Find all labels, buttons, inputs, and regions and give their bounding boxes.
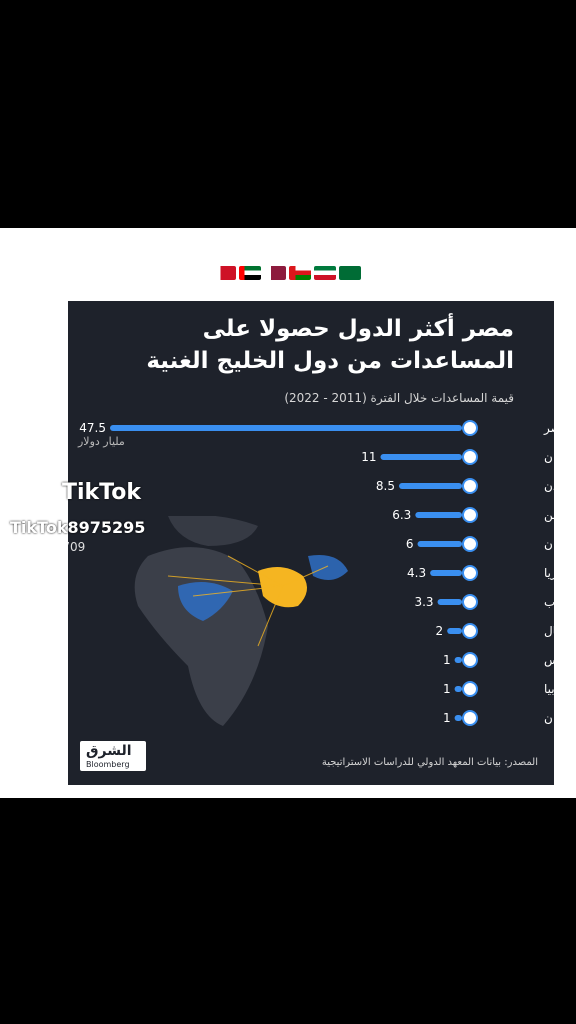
value-label-10: 1 [443, 711, 451, 725]
tiktok-note-icon: ♪ [20, 480, 38, 513]
value-label-1: 11 [361, 450, 376, 464]
bar-5 [430, 570, 462, 576]
country-flag-icon [462, 536, 478, 552]
value-label-3: 6.3 [392, 508, 411, 522]
value-label-5: 4.3 [407, 566, 426, 580]
country-flag-icon [462, 507, 478, 523]
category-label-6: المغرب [544, 595, 554, 610]
bar-7 [447, 628, 462, 634]
country-flag-icon [462, 652, 478, 668]
value-label-4: 6 [406, 537, 414, 551]
bahrain-flag-icon [214, 266, 236, 280]
category-label-1: باكستان [544, 450, 554, 464]
value-label-6: 3.3 [414, 595, 433, 609]
title-line-2: المساعدات من دول الخليج الغنية [146, 348, 514, 374]
country-flag-icon [462, 565, 478, 581]
category-label-5: سوريا [544, 566, 554, 581]
category-label-7: الصومال [544, 624, 554, 639]
europe-shape [168, 516, 258, 546]
category-label-8: تونس [544, 653, 554, 668]
country-flag-icon [462, 710, 478, 726]
country-flag-icon [462, 449, 478, 465]
logo-arabic-text: الشرق [86, 743, 132, 759]
value-label-7: 2 [436, 624, 444, 638]
oman-flag-icon [289, 266, 311, 280]
bar-4 [417, 541, 462, 547]
value-label-2: 8.5 [376, 479, 395, 493]
bar-10 [454, 715, 462, 721]
category-label-2: الأردن [544, 478, 554, 494]
tiktok-id: TikTok8975295 [10, 518, 146, 537]
saudi-flag-icon [339, 266, 361, 280]
chart-subtitle: قيمة المساعدات خلال الفترة (2011 - 2022) [284, 391, 514, 405]
country-flag-icon [462, 478, 478, 494]
bar-9 [454, 686, 462, 692]
category-label-4: السودان [544, 537, 554, 552]
bar-8 [454, 657, 462, 663]
category-label-10: عُمان [544, 711, 554, 725]
bar-0 [110, 425, 462, 431]
bar-chart: 47.5مصر11باكستان8.5الأردن6.3اليمن6السودا… [77, 420, 554, 726]
bar-1 [380, 454, 462, 460]
infographic-card: مصر أكثر الدول حصولا على المساعدات من دو… [68, 301, 554, 785]
category-label-9: إثيوبيا [544, 682, 554, 697]
tiktok-username: @ hse70709 [10, 540, 86, 554]
value-label-8: 1 [443, 653, 451, 667]
bar-6 [437, 599, 462, 605]
aid-flow-lines [167, 555, 329, 647]
country-flag-icon [462, 420, 478, 436]
bar-2 [399, 483, 462, 489]
aid-recipient-shape [178, 582, 233, 621]
qatar-flag-icon [264, 266, 286, 280]
country-flag-icon [462, 681, 478, 697]
uae-flag-icon [239, 266, 261, 280]
bar-3 [415, 512, 462, 518]
gcc-flags-row [214, 266, 361, 280]
logo-english-text: Bloomberg [86, 760, 130, 769]
title-line-1: مصر أكثر الدول حصولا على [202, 316, 514, 342]
asharq-bloomberg-logo: الشرق Bloomberg [80, 741, 146, 771]
aid-recipient-shape-2 [308, 555, 348, 580]
kuwait-flag-icon [314, 266, 336, 280]
category-label-3: اليمن [544, 508, 554, 523]
value-label-0: 47.5 [79, 421, 106, 435]
value-label-9: 1 [443, 682, 451, 696]
tiktok-wordmark: TikTok [62, 480, 142, 505]
unit-label: مليار دولار [77, 435, 125, 448]
source-note: المصدر: بيانات المعهد الدولي للدراسات ال… [321, 757, 538, 768]
world-map-illustration [134, 516, 348, 726]
category-label-0: مصر [543, 421, 554, 436]
country-flag-icon [462, 623, 478, 639]
country-flag-icon [462, 594, 478, 610]
chart-title: مصر أكثر الدول حصولا على المساعدات من دو… [74, 313, 514, 377]
